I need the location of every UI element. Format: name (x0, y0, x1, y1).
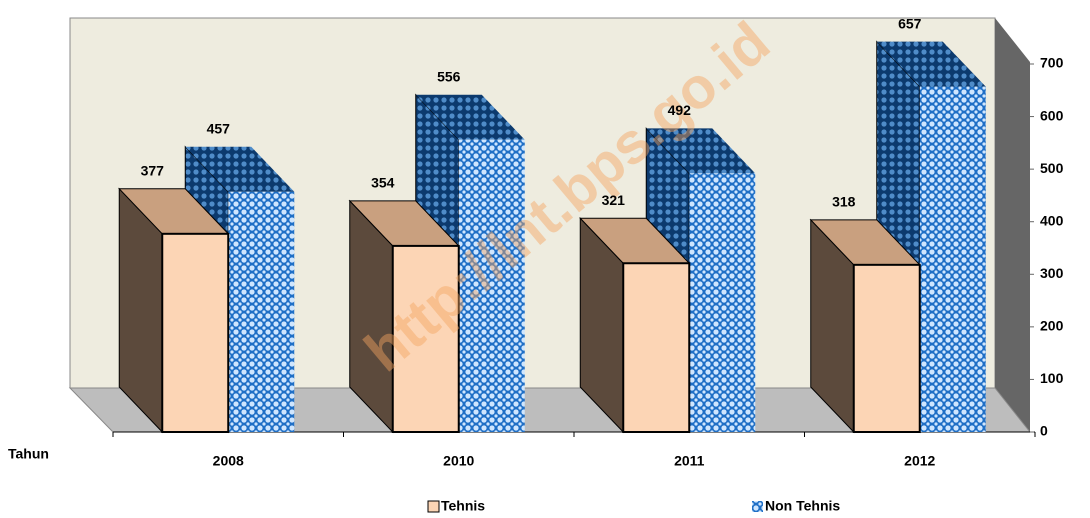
y-tick-label: 700 (1040, 55, 1064, 71)
bar (118, 187, 230, 434)
x-axis-label: Tahun (8, 446, 49, 462)
y-tick-label: 500 (1040, 160, 1064, 176)
bar-front (458, 139, 525, 432)
data-label: 377 (141, 163, 165, 179)
legend-swatch (752, 501, 763, 512)
y-tick-label: 400 (1040, 212, 1064, 228)
bar-top (415, 94, 525, 140)
bar-front (689, 173, 756, 432)
data-label: 492 (668, 102, 692, 118)
bar (809, 218, 921, 434)
y-tick-label: 100 (1040, 370, 1064, 386)
bar-front (622, 262, 691, 434)
bar-front (228, 191, 295, 432)
x-tick-label: 2012 (904, 453, 935, 469)
data-label: 318 (832, 194, 856, 210)
data-label: 457 (207, 120, 231, 136)
bar-top (876, 41, 986, 87)
bar-front (919, 86, 986, 432)
y-tick-label: 300 (1040, 265, 1064, 281)
bar-front (391, 244, 460, 433)
x-tick-label: 2010 (443, 453, 474, 469)
legend-label: Non Tehnis (765, 498, 840, 514)
data-label: 657 (898, 15, 922, 31)
bar (579, 216, 691, 434)
bar-front (161, 232, 230, 433)
y-tick-label: 600 (1040, 107, 1064, 123)
bar-top (185, 146, 295, 192)
bar-front (852, 263, 921, 433)
legend-swatch (427, 500, 440, 513)
y-tick-label: 0 (1040, 423, 1048, 439)
y-tick-label: 200 (1040, 318, 1064, 334)
x-tick-label: 2011 (674, 453, 705, 469)
data-label: 321 (602, 192, 626, 208)
side-wall (995, 18, 1030, 432)
data-label: 556 (437, 68, 461, 84)
bar (348, 199, 460, 434)
legend-label: Tehnis (441, 498, 485, 514)
data-label: 354 (371, 175, 395, 191)
x-tick-label: 2008 (213, 453, 244, 469)
bar-top (646, 128, 756, 174)
